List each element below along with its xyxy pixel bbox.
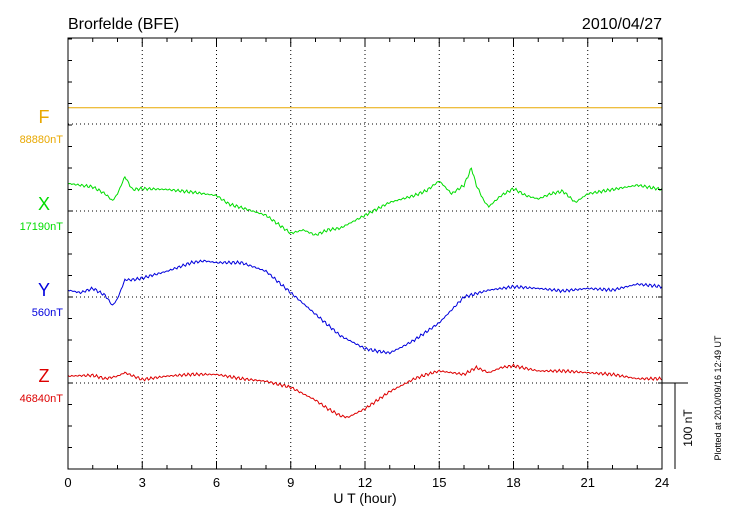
series-baseline-label-x: 17190nT [20,221,64,233]
series-labels: F 88880nT X 17190nT Y 560nT Z 46840nT [20,107,64,405]
series-baseline-label-y: 560nT [32,307,63,319]
axis-ticks [67,38,663,470]
x-axis-label: U T (hour) [333,490,396,506]
x-tick-label-7: 21 [581,475,595,490]
x-tick-labels: 0 3 6 9 12 15 18 21 24 [64,475,669,490]
x-tick-label-1: 3 [139,475,146,490]
x-tick-label-2: 6 [213,475,220,490]
grid-lines [141,38,589,469]
series-baseline-label-f: 88880nT [20,134,64,146]
x-tick-label-5: 15 [432,475,446,490]
x-tick-label-0: 0 [64,475,71,490]
series-baseline-label-z: 46840nT [20,393,64,405]
plotted-at-note: Plotted at 2010/09/16 12:49 UT [713,335,723,461]
chart-date: 2010/04/27 [582,16,662,33]
scale-bar-label: 100 nT [681,409,695,447]
series-line-z [67,363,663,419]
x-tick-label-6: 18 [506,475,520,490]
scale-bar: 100 nT [662,382,695,469]
series-name-y: Y [38,280,50,300]
x-tick-label-3: 9 [287,475,294,490]
series-name-f: F [39,107,50,127]
series-name-z: Z [39,366,50,386]
chart-title: Brorfelde (BFE) [68,16,179,33]
series-lines [67,107,663,419]
baselines [68,123,662,384]
x-tick-label-4: 12 [358,475,372,490]
series-line-y [67,259,663,355]
x-tick-label-8: 24 [655,475,669,490]
series-name-x: X [38,194,50,214]
series-line-x [67,167,663,236]
